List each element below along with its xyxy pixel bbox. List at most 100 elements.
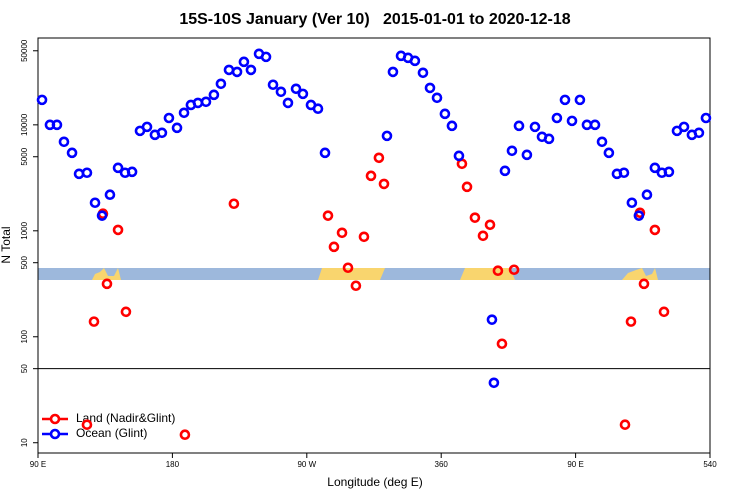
point: [678, 121, 690, 133]
point: [96, 210, 108, 221]
point: [492, 265, 504, 277]
plot-frame: [37, 37, 711, 454]
y-tick-label: 10000: [20, 113, 29, 136]
x-tick-label: 180: [166, 460, 180, 469]
point: [88, 316, 100, 327]
point: [373, 152, 385, 164]
surface-strip: [38, 268, 710, 280]
point: [381, 130, 393, 142]
point: [417, 67, 429, 79]
land-strip: [622, 268, 658, 280]
point: [342, 262, 354, 274]
point: [350, 280, 362, 292]
point: [589, 119, 601, 131]
point: [120, 306, 132, 318]
y-tick-label: 100: [20, 330, 29, 344]
legend-marker: [49, 428, 61, 440]
point: [649, 162, 661, 174]
point: [112, 162, 124, 174]
point: [596, 136, 608, 148]
point: [297, 88, 309, 100]
point: [574, 94, 586, 106]
point: [179, 429, 191, 441]
point: [566, 115, 578, 127]
point: [603, 147, 615, 159]
y-tick-label: 5000: [20, 147, 29, 165]
point: [446, 120, 458, 132]
y-tick-label: 50: [20, 364, 29, 373]
x-axis-label: Longitude (deg E): [327, 475, 422, 489]
point: [641, 189, 653, 201]
point: [231, 66, 243, 78]
point: [365, 170, 377, 182]
point: [36, 94, 48, 106]
point: [322, 210, 334, 221]
legend: Land (Nadir&Glint)Ocean (Glint): [42, 411, 175, 440]
point: [638, 278, 650, 290]
point: [215, 78, 227, 90]
chart-title: 15S-10S January (Ver 10) 2015-01-01 to 2…: [179, 11, 570, 28]
point: [513, 120, 525, 132]
point: [453, 150, 465, 162]
point: [658, 306, 670, 318]
legend-label: Ocean (Glint): [76, 426, 147, 440]
point: [424, 82, 436, 94]
point: [559, 94, 571, 106]
point: [208, 89, 220, 101]
point: [66, 147, 78, 159]
point: [529, 121, 541, 133]
land-strip: [92, 268, 121, 280]
point: [126, 166, 138, 178]
point: [508, 264, 520, 276]
y-tick-label: 500: [20, 255, 29, 269]
point: [112, 224, 124, 236]
point: [171, 122, 183, 134]
point: [543, 133, 555, 145]
y-tick-label: 10: [20, 438, 29, 447]
point: [409, 55, 421, 67]
legend-label: Land (Nadir&Glint): [76, 411, 175, 425]
x-tick-label: 90 E: [567, 460, 583, 469]
point: [89, 197, 101, 209]
y-tick-label: 1000: [20, 221, 29, 239]
x-tick-label: 90 E: [30, 460, 46, 469]
x-tick-label: 360: [435, 460, 449, 469]
point: [228, 198, 240, 210]
point: [58, 136, 70, 148]
point: [200, 96, 212, 108]
point: [625, 316, 637, 327]
point: [477, 230, 489, 242]
point: [486, 314, 498, 325]
point: [238, 56, 250, 68]
land-strip: [318, 268, 385, 280]
point: [618, 167, 630, 179]
point: [104, 189, 116, 201]
point: [336, 227, 348, 239]
point: [378, 178, 390, 190]
point: [245, 64, 257, 76]
point: [275, 86, 287, 98]
point: [223, 64, 235, 76]
point: [387, 66, 399, 78]
point: [101, 278, 113, 290]
point: [649, 224, 661, 236]
x-tick-label: 540: [703, 460, 717, 469]
point: [461, 181, 473, 193]
point: [506, 145, 518, 157]
point: [141, 121, 153, 133]
point: [267, 79, 279, 91]
point: [81, 167, 93, 179]
point: [484, 219, 496, 231]
point: [282, 97, 294, 109]
point: [260, 51, 272, 63]
point: [693, 127, 705, 139]
point: [178, 107, 190, 119]
legend-marker: [49, 413, 61, 425]
y-axis-label: N Total: [0, 226, 13, 263]
point: [156, 127, 168, 139]
x-tick-label: 90 W: [297, 460, 316, 469]
point: [663, 166, 675, 178]
point: [439, 108, 451, 120]
point: [521, 149, 533, 161]
